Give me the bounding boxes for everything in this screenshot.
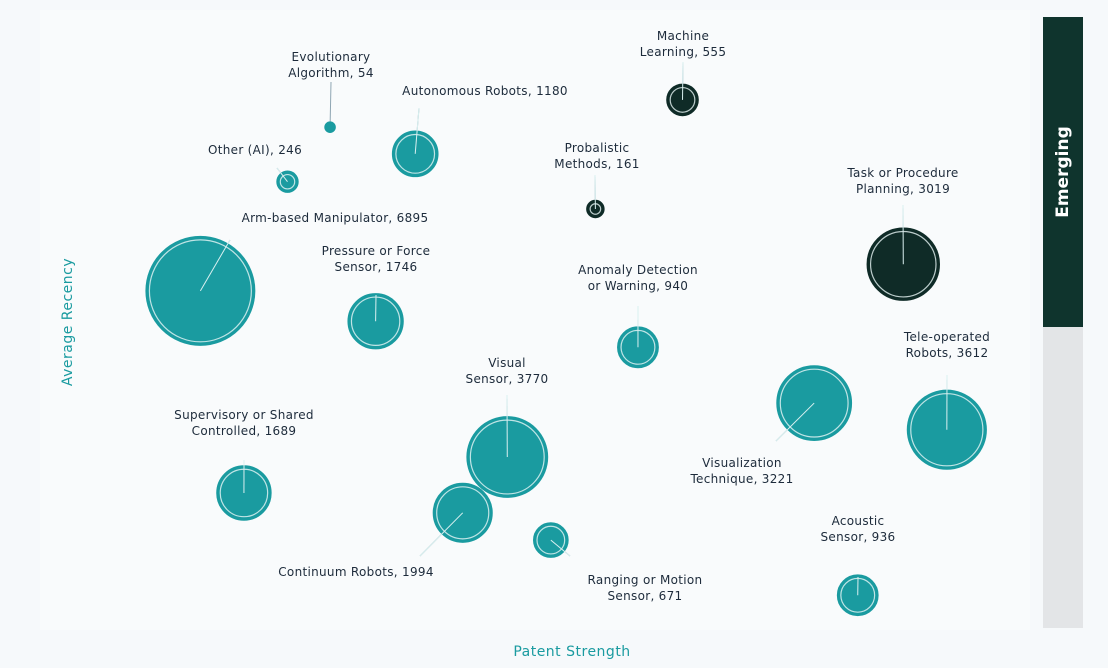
bubble-label: Machine Learning, 555	[639, 29, 727, 59]
bubble-ring	[436, 486, 490, 540]
leader-inner	[550, 539, 571, 557]
bubble-label: Probalistic Methods, 161	[554, 141, 640, 171]
emerging-bar	[1043, 17, 1083, 327]
bubble-label: Autonomous Robots, 1180	[402, 84, 568, 98]
bubble-ring	[395, 133, 436, 174]
bubble-label: Arm-based Manipulator, 6895	[241, 211, 429, 225]
leader-inner	[414, 107, 420, 154]
bubble-ring	[536, 525, 566, 555]
bubble-label: Tele-operated Robots, 3612	[903, 330, 991, 360]
bubble	[324, 121, 336, 133]
leader-inner	[775, 402, 815, 442]
bubble	[391, 130, 439, 178]
bubble-ring	[279, 173, 296, 190]
side-bar	[1043, 327, 1083, 628]
bubble-label: Evolutionary Algorithm, 54	[288, 50, 374, 80]
bubble	[533, 522, 569, 558]
bubble-label: Acoustic Sensor, 936	[820, 514, 896, 544]
bubble-ring	[148, 239, 252, 343]
bubble-label: Ranging or Motion Sensor, 671	[587, 573, 703, 603]
bubble-ring	[779, 368, 849, 438]
leader-inner	[276, 167, 288, 183]
leader-inner	[199, 239, 231, 292]
bubble-label: Supervisory or Shared Controlled, 1689	[174, 408, 314, 438]
bubble-label: Visual Sensor, 3770	[465, 356, 549, 386]
x-axis-label: Patent Strength	[513, 644, 631, 660]
leader-inner	[419, 512, 464, 557]
bubble-label: Task or Procedure Planning, 3019	[847, 166, 959, 196]
y-axis-label: Average Recency	[60, 257, 76, 387]
bubble-label: Other (AI), 246	[207, 143, 303, 157]
bubble-label: Pressure or Force Sensor, 1746	[321, 244, 431, 274]
bubble-label: Visualization Technique, 3221	[690, 456, 794, 486]
bubble-label: Continuum Robots, 1994	[278, 565, 434, 579]
leader-line	[329, 81, 332, 128]
side-label: Emerging	[1053, 126, 1073, 218]
bubble-label: Anomaly Detection or Warning, 940	[578, 263, 698, 293]
